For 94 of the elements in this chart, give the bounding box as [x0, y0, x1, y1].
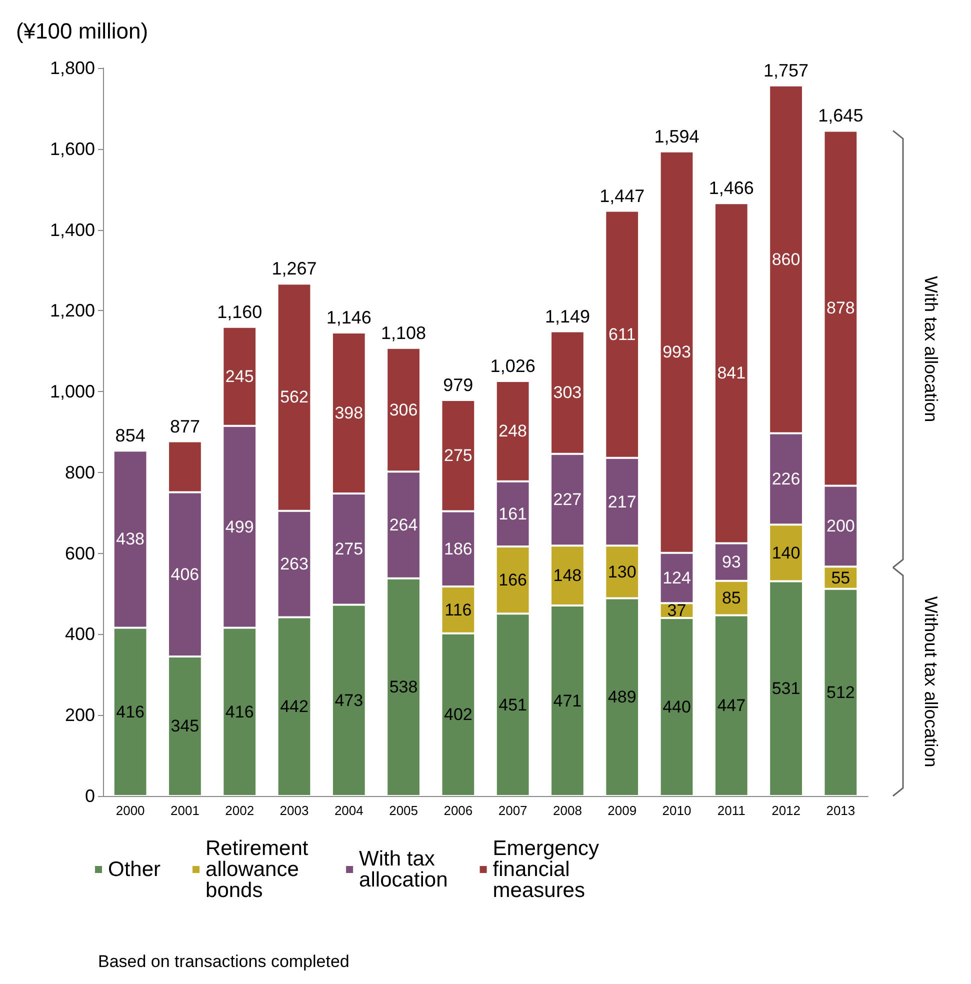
data-label: 275 — [444, 446, 472, 466]
data-label: 451 — [498, 695, 528, 714]
text: Based on transactions completed — [98, 952, 350, 971]
y-tick-label: 1,400 — [50, 220, 95, 240]
data-label: 140 — [772, 543, 800, 562]
data-label: 55 — [831, 568, 850, 588]
data-label: 227 — [553, 490, 582, 510]
data-label: 130 — [608, 562, 636, 582]
data-label: 116 — [444, 600, 472, 620]
data-label: 186 — [444, 539, 472, 558]
y-tick-label: 1,200 — [50, 300, 95, 321]
x-tick-label: 2003 — [280, 803, 309, 818]
y-tick-label: 1,000 — [50, 382, 95, 402]
x-tick-label: 2002 — [225, 803, 254, 818]
data-label: 442 — [280, 697, 308, 716]
x-tick-label: 2005 — [389, 803, 418, 818]
data-label: 531 — [772, 679, 800, 698]
text: Without tax allocation — [921, 596, 941, 768]
data-label: 538 — [389, 678, 418, 697]
x-tick-label: 2004 — [334, 803, 364, 818]
x-tick-label: 2001 — [170, 803, 200, 818]
data-label: 473 — [334, 690, 364, 710]
data-label: 398 — [334, 403, 364, 422]
data-label: 402 — [444, 705, 472, 724]
x-tick-label: 2006 — [444, 803, 473, 818]
data-label: 275 — [334, 540, 364, 559]
y-tick-label: 1,800 — [50, 58, 95, 78]
y-tick-label: 400 — [64, 624, 95, 644]
y-axis-title: (¥100 million) — [16, 18, 148, 44]
data-label: 245 — [225, 366, 254, 386]
data-label: 860 — [772, 250, 800, 269]
data-label: 85 — [722, 588, 741, 608]
data-label: 166 — [498, 570, 528, 590]
total-label: 854 — [115, 426, 146, 446]
x-tick-label: 2007 — [498, 803, 528, 818]
data-label: 161 — [498, 504, 528, 524]
x-tick-label: 2011 — [717, 803, 746, 818]
x-tick-label: 2009 — [608, 803, 637, 818]
data-label: 248 — [498, 422, 528, 441]
total-label: 1,267 — [272, 258, 317, 279]
text: With tax allocation — [921, 276, 941, 422]
y-tick-label: 600 — [64, 543, 95, 564]
data-label: 263 — [280, 554, 308, 574]
total-label: 1,149 — [544, 306, 590, 326]
total-label: 1,594 — [654, 126, 700, 146]
data-label: 200 — [826, 516, 855, 536]
x-tick-label: 2013 — [826, 803, 856, 818]
data-label: 878 — [826, 298, 855, 318]
data-label: 264 — [389, 516, 418, 535]
data-label: 345 — [170, 716, 200, 736]
x-tick-label: 2010 — [662, 803, 692, 818]
data-label: 406 — [170, 564, 200, 584]
data-label: 512 — [826, 682, 855, 702]
legend-label: Retirement allowance bonds — [206, 837, 314, 902]
data-label: 148 — [553, 566, 582, 586]
data-label: 93 — [722, 552, 741, 572]
x-tick-label: 2008 — [553, 803, 582, 818]
data-label: 841 — [717, 364, 746, 383]
y-tick-label: 1,600 — [50, 138, 95, 159]
legend-label: With tax allocation — [359, 848, 448, 892]
data-label: 440 — [662, 698, 691, 717]
total-label: 1,447 — [600, 186, 645, 206]
data-label: 226 — [772, 469, 800, 488]
total-label: 877 — [170, 416, 200, 436]
total-label: 1,466 — [708, 178, 754, 198]
y-tick-label: 0 — [84, 786, 95, 806]
data-label: 499 — [225, 517, 254, 536]
data-label: 471 — [553, 691, 582, 710]
total-label: 1,160 — [217, 302, 262, 322]
x-tick-label: 2000 — [116, 803, 145, 818]
data-label: 37 — [667, 601, 686, 620]
x-tick-label: 2012 — [772, 803, 800, 818]
data-label: 447 — [717, 696, 746, 716]
data-label: 217 — [608, 492, 636, 512]
data-label: 611 — [608, 324, 636, 344]
legend-label: Emergency financial measures — [492, 837, 605, 902]
data-label: 416 — [116, 702, 145, 722]
y-tick-label: 200 — [64, 705, 95, 726]
y-tick-label: 800 — [64, 462, 95, 482]
total-label: 1,026 — [490, 356, 536, 376]
total-label: 1,757 — [764, 60, 809, 80]
data-label: 124 — [662, 568, 691, 588]
data-label: 303 — [553, 383, 582, 402]
total-label: 1,146 — [326, 308, 372, 328]
total-label: 1,108 — [381, 322, 426, 343]
legend-label: Other — [108, 858, 161, 881]
total-label: 1,645 — [818, 106, 864, 126]
data-label: 306 — [389, 400, 418, 420]
data-label: 562 — [280, 388, 308, 407]
total-label: 979 — [443, 375, 474, 396]
data-label: 416 — [225, 702, 254, 722]
data-label: 993 — [662, 342, 691, 362]
data-label: 438 — [116, 530, 145, 549]
data-label: 489 — [608, 688, 636, 707]
